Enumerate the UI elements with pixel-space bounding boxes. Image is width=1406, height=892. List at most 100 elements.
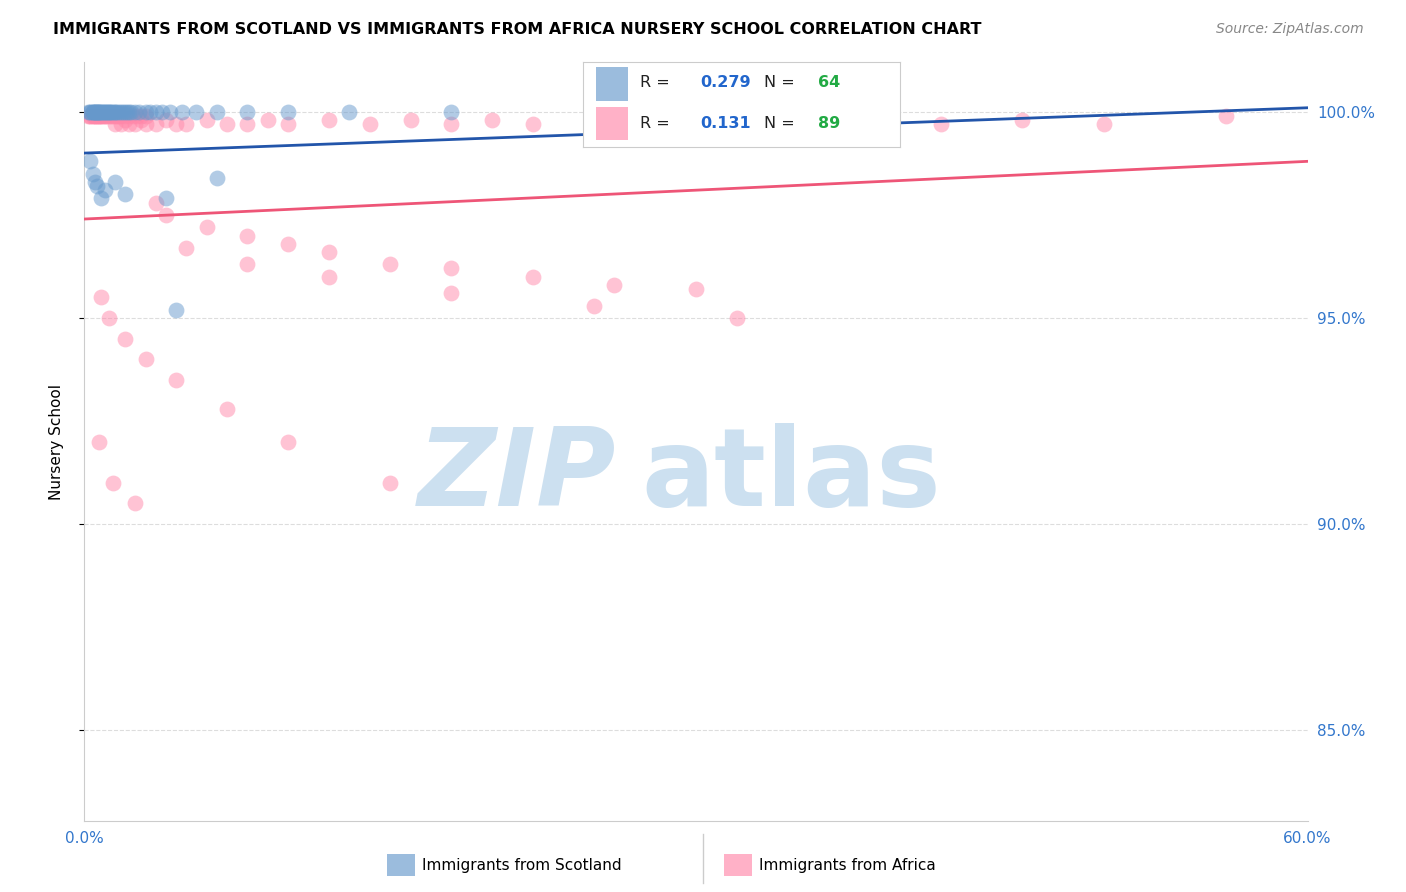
Point [118, 117, 141, 131]
Point [685, 282, 707, 296]
Point [86, 104, 108, 119]
Point [787, 117, 810, 131]
Point [522, 117, 544, 131]
Point [97, 109, 120, 123]
Point [77, 109, 100, 123]
Point [205, 170, 228, 185]
Point [82, 109, 104, 123]
Point [195, 113, 218, 128]
Point [848, 113, 870, 128]
Text: IMMIGRANTS FROM SCOTLAND VS IMMIGRANTS FROM AFRICA NURSERY SCHOOL CORRELATION CH: IMMIGRANTS FROM SCOTLAND VS IMMIGRANTS F… [53, 22, 981, 37]
Point [440, 104, 463, 119]
Point [82, 109, 104, 123]
Point [91, 109, 114, 123]
Point [1215, 109, 1237, 123]
Text: atlas: atlas [641, 423, 941, 529]
Point [114, 113, 136, 128]
Point [105, 109, 128, 123]
Point [318, 269, 340, 284]
Point [82, 104, 104, 119]
Point [135, 109, 157, 123]
Point [318, 245, 340, 260]
Point [104, 109, 127, 123]
Point [277, 104, 299, 119]
Point [104, 104, 127, 119]
Point [380, 475, 402, 490]
Point [124, 496, 146, 510]
Point [583, 113, 606, 128]
Point [83, 109, 105, 123]
Point [685, 113, 707, 128]
Point [90, 104, 112, 119]
Point [186, 104, 208, 119]
Point [96, 104, 118, 119]
Point [318, 113, 340, 128]
Point [131, 109, 153, 123]
Point [96, 109, 118, 123]
Point [100, 109, 122, 123]
Point [118, 109, 141, 123]
Point [83, 104, 105, 119]
Point [77, 104, 100, 119]
Text: R =: R = [641, 75, 675, 90]
Point [96, 104, 118, 119]
Point [481, 113, 503, 128]
Point [101, 109, 124, 123]
Point [91, 104, 114, 119]
Point [440, 261, 463, 276]
Point [90, 109, 112, 123]
Point [1092, 117, 1115, 131]
Bar [596, 67, 627, 101]
Point [217, 401, 239, 416]
Point [159, 104, 181, 119]
Point [583, 299, 606, 313]
Point [127, 109, 149, 123]
Point [86, 179, 108, 194]
Point [90, 109, 112, 123]
Point [82, 104, 104, 119]
Point [87, 109, 110, 123]
Point [79, 109, 101, 123]
Point [124, 117, 146, 131]
Text: Source: ZipAtlas.com: Source: ZipAtlas.com [1216, 22, 1364, 37]
Point [174, 117, 197, 131]
Point [104, 104, 127, 119]
Point [104, 117, 127, 131]
Y-axis label: Nursery School: Nursery School [49, 384, 63, 500]
Point [110, 117, 132, 131]
Point [105, 104, 128, 119]
Point [93, 183, 115, 197]
Point [583, 104, 606, 119]
Point [122, 109, 145, 123]
Point [108, 109, 131, 123]
Point [131, 113, 153, 128]
Point [145, 117, 167, 131]
Point [277, 236, 299, 251]
Point [236, 117, 259, 131]
Point [277, 434, 299, 449]
Point [110, 109, 132, 123]
Text: ZIP: ZIP [418, 423, 616, 529]
Point [83, 109, 105, 123]
Point [90, 104, 112, 119]
Point [110, 104, 132, 119]
Point [236, 228, 259, 243]
Point [205, 104, 228, 119]
Point [93, 104, 115, 119]
Point [87, 104, 110, 119]
Point [79, 104, 101, 119]
Point [114, 109, 136, 123]
Point [101, 104, 124, 119]
Point [82, 167, 104, 181]
Point [399, 113, 422, 128]
Point [145, 195, 167, 210]
Point [108, 104, 131, 119]
Point [79, 104, 101, 119]
Point [236, 104, 259, 119]
Point [359, 117, 381, 131]
Point [115, 104, 138, 119]
Point [440, 286, 463, 301]
Point [91, 104, 114, 119]
Point [97, 104, 120, 119]
Text: 0.131: 0.131 [700, 116, 751, 131]
